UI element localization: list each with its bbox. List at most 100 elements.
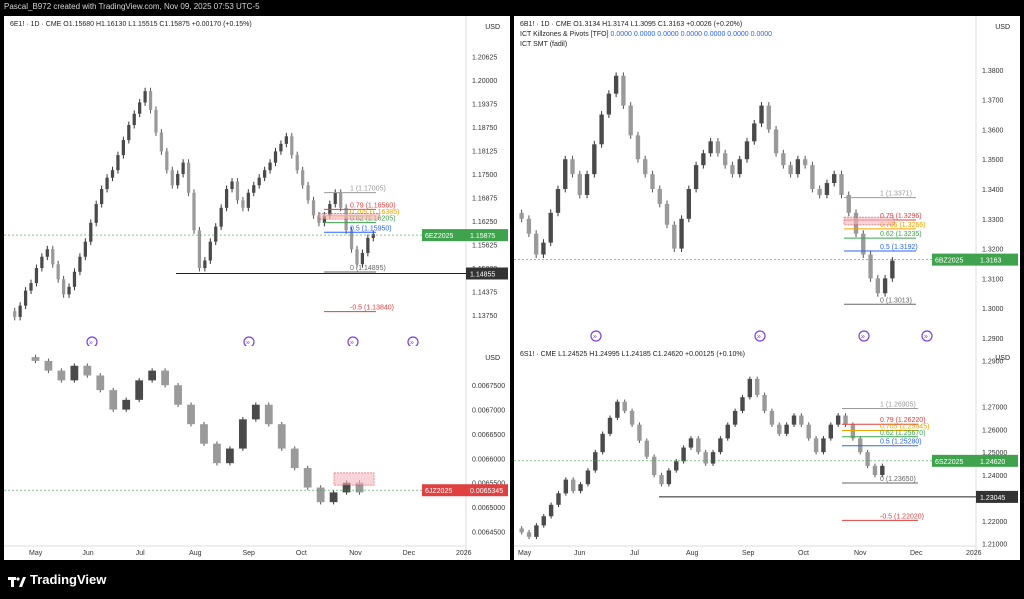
price-tag-bg [466, 229, 508, 242]
symbol-tag-bg [422, 484, 466, 497]
time-axis-label: Jul [630, 550, 639, 557]
candle-body [174, 385, 182, 405]
candle-body [824, 183, 830, 195]
candle-body [109, 390, 118, 410]
candle-body [570, 479, 576, 492]
chart-6j-panel[interactable]: 0.0067500 0.0067000 0.0066500 0.0066000 0.00… [4, 346, 510, 560]
candle-body [666, 470, 672, 485]
candle-body [534, 525, 539, 537]
candle-body [688, 438, 694, 448]
price-tag-bg [466, 484, 508, 497]
fib-level-label: 0.705 (1.16385) [350, 209, 399, 216]
candle-body [78, 256, 82, 272]
candle-body [788, 165, 793, 175]
candle-body [843, 415, 848, 425]
candle-body [252, 185, 256, 193]
symbol-tag: 6SZ2025 [935, 459, 964, 466]
time-axis-label: Jul [136, 550, 145, 557]
candle-body [94, 204, 98, 223]
candle-body [740, 397, 745, 411]
candle-body [100, 189, 104, 205]
candle-body [317, 215, 321, 223]
symbol-tag: 6JZ2025 [425, 488, 452, 495]
candle-body [203, 260, 207, 269]
candle-body [722, 153, 728, 166]
candle-body [273, 151, 278, 163]
chart-6s-panel[interactable]: 1.2900 1.27000 1.26000 1.25000 1.24000 1.2304… [514, 346, 1020, 560]
candle-body [355, 249, 359, 265]
y-tick-label: 1.3100 [982, 276, 1004, 283]
candle-body [360, 252, 365, 265]
chart-6b[interactable]: 1.3800 1.3700 1.3600 1.3500 1.3400 1.3300 1.32… [514, 16, 1020, 346]
fib-level-label: 1 (1.3371) [880, 191, 912, 198]
candle-body [264, 404, 273, 425]
candle-body [349, 230, 354, 250]
session-icon [754, 330, 766, 342]
price-tag-bg [976, 253, 1018, 266]
candle-body [810, 165, 815, 189]
fib-level-label: 0.5 (1.15950) [350, 225, 392, 232]
candle-body [784, 424, 789, 434]
candle-body [127, 125, 131, 141]
candle-body [850, 424, 856, 439]
candle-body [872, 465, 878, 476]
candle-body [197, 230, 202, 269]
candle-body [186, 162, 191, 193]
candle-body [835, 415, 841, 425]
time-axis-label: Dec [403, 550, 416, 557]
chart-6j[interactable]: 0.0067500 0.0067000 0.0066500 0.0066000 0.00… [4, 346, 510, 560]
candle-body [766, 105, 771, 130]
candle-body [526, 532, 532, 537]
candle-body [40, 256, 44, 269]
candle-body [791, 415, 797, 425]
candle-body [875, 278, 881, 294]
fib-level-label: 0.705 (1.3266) [880, 222, 926, 229]
candle-body [13, 311, 17, 317]
y-tick-label: 1.20625 [472, 54, 497, 61]
time-axis-label: Oct [798, 550, 809, 557]
candle-body [165, 151, 169, 171]
chart-6s[interactable]: 1.2900 1.27000 1.26000 1.25000 1.24000 1.2304… [514, 346, 1020, 560]
candle-body [635, 135, 641, 160]
candle-body [238, 419, 247, 449]
candle-body [105, 177, 109, 189]
y-tick-label: 1.14375 [472, 290, 497, 297]
candle-body [246, 192, 250, 208]
time-axis-label: Aug [189, 550, 202, 557]
y-tick-label: 1.2900 [982, 359, 1004, 366]
y-tick-label: 0.0066500 [472, 432, 505, 439]
candle-body [72, 271, 77, 287]
chart-6e-panel[interactable]: 1.20625 1.20000 1.19375 1.18750 1.18125 1.175… [4, 16, 510, 346]
candle-body [18, 305, 22, 317]
candle-body [135, 380, 144, 400]
candle-body [865, 452, 870, 466]
candle-body [56, 264, 60, 280]
candle-body [828, 424, 834, 439]
candle-body [762, 394, 767, 411]
y-tick-label: 1.24000 [982, 473, 1007, 480]
candle-body [737, 159, 742, 175]
candle-body [110, 170, 115, 178]
candle-body [57, 370, 66, 381]
candle-body [781, 153, 786, 166]
session-icon-glyph: » [593, 334, 597, 341]
candle-body [732, 410, 738, 425]
fib-level-label: 0.79 (1.16560) [350, 202, 396, 209]
candle-body [599, 114, 604, 145]
y-tick-label: 1.16250 [472, 219, 497, 226]
symbol-tag-bg [932, 253, 976, 266]
candle-body [696, 438, 701, 453]
chart-6b-panel[interactable]: 1.3800 1.3700 1.3600 1.3500 1.3400 1.3300 1.32… [514, 16, 1020, 346]
candle-body [290, 448, 299, 469]
y-tick-label: 1.27000 [982, 404, 1007, 411]
tradingview-logo[interactable]: TradingView [8, 572, 106, 587]
candle-body [839, 174, 844, 195]
fib-level-label: -0.5 (1.22020) [880, 513, 924, 520]
session-icon-glyph: » [757, 334, 761, 341]
chart-6e[interactable]: 1.20625 1.20000 1.19375 1.18750 1.18125 1.175… [4, 16, 510, 346]
candle-body [29, 283, 33, 291]
candle-body [577, 174, 582, 195]
y-tick-label: 0.0067500 [472, 383, 505, 390]
session-icon-glyph: » [89, 340, 93, 347]
candle-body [342, 482, 351, 493]
